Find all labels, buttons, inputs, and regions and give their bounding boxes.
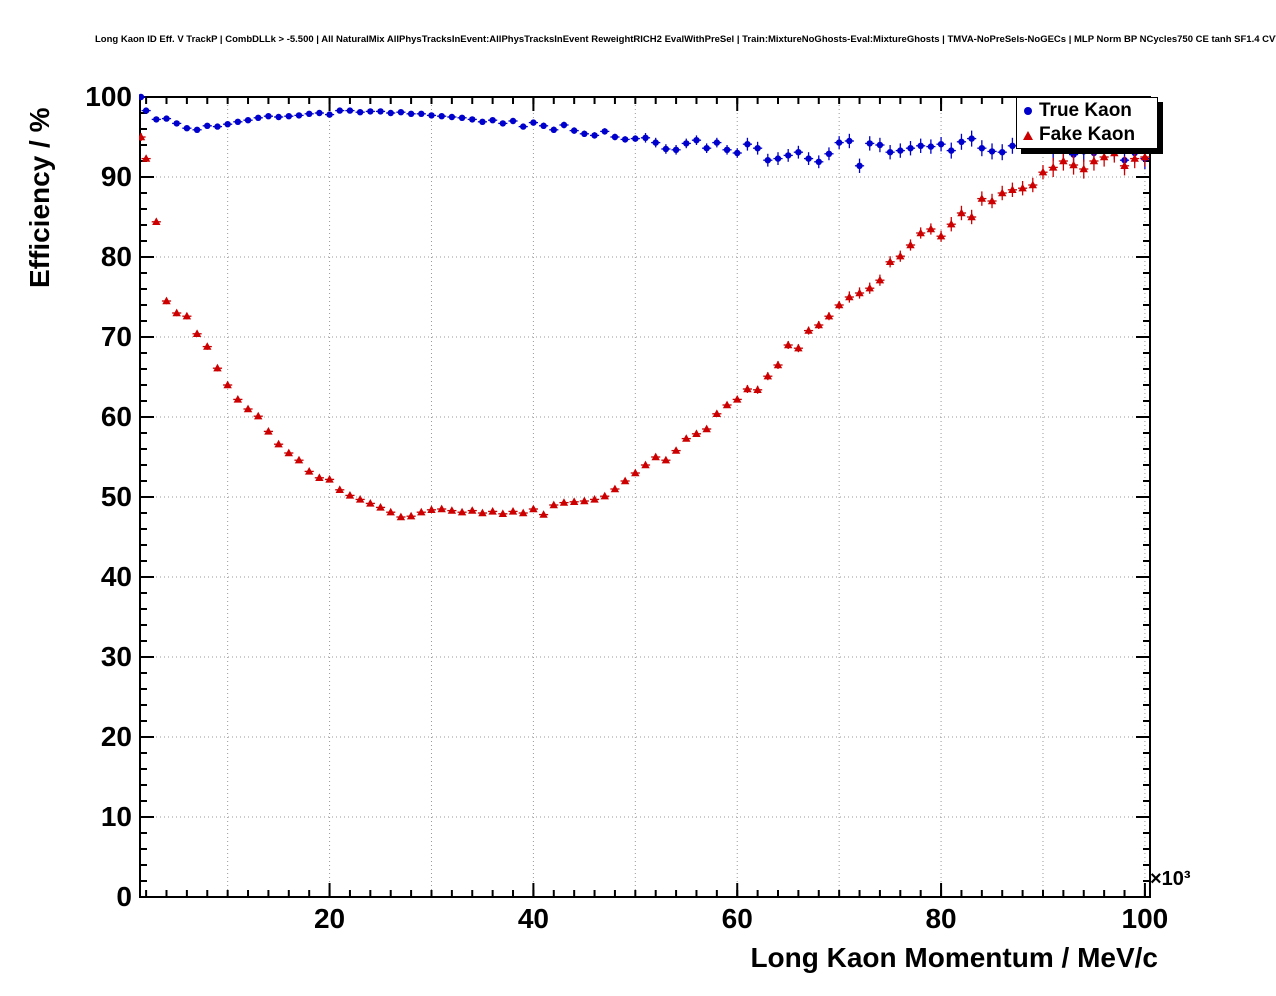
x-tick-label: 80 [925,903,957,934]
y-tick-label: 20 [100,721,132,752]
x-tick-label: 40 [517,903,549,934]
legend: True Kaon Fake Kaon [1016,97,1158,149]
y-axis-title: Efficiency / % [24,107,55,288]
y-tick-label: 50 [100,481,132,512]
x-axis-title: Long Kaon Momentum / MeV/c [750,942,1158,973]
legend-item-true-kaon: True Kaon [1017,99,1157,123]
x-tick-label: 20 [313,903,346,934]
y-tick-label: 80 [100,241,132,272]
x-tick-label: 100 [1121,903,1169,934]
y-tick-label: 100 [85,81,132,112]
fake-kaon-marker-icon [1017,130,1039,140]
legend-item-fake-kaon: Fake Kaon [1017,123,1157,147]
legend-label-true-kaon: True Kaon [1039,100,1132,121]
y-tick-label: 40 [100,561,132,592]
y-tick-label: 30 [100,641,132,672]
series-true-kaon [139,93,1150,173]
data-points-layer [139,93,1150,521]
plot-title: Long Kaon ID Eff. V TrackP | CombDLLk > … [95,34,1276,45]
y-tick-label: 0 [116,881,132,912]
true-kaon-marker-icon [1017,107,1039,115]
y-tick-label: 60 [100,401,132,432]
legend-label-fake-kaon: Fake Kaon [1039,124,1136,145]
series-fake-kaon [139,132,1150,521]
y-tick-label: 70 [100,321,132,352]
y-tick-label: 10 [100,801,132,832]
x-tick-label: 60 [721,903,753,934]
x-axis-exponent: ×10³ [1150,868,1191,890]
y-tick-label: 90 [100,161,132,192]
